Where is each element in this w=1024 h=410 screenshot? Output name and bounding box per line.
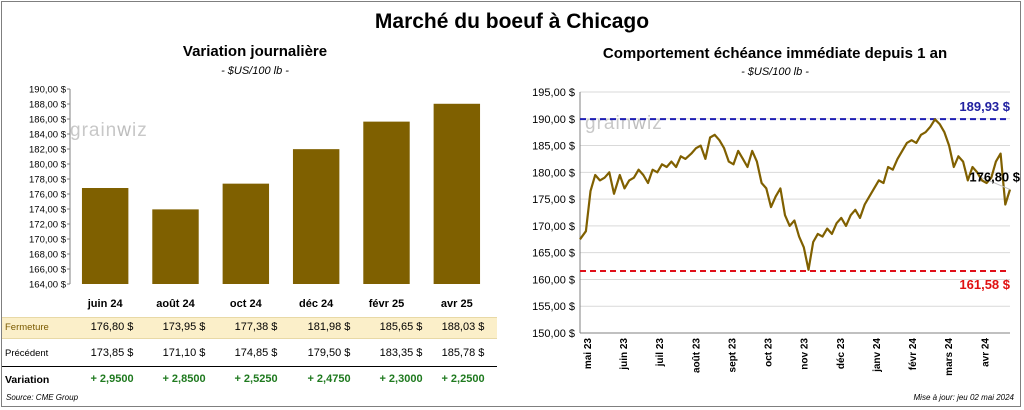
y-tick-label: 190,00 $ (29, 85, 67, 96)
watermark-logo: grainwiz (70, 120, 148, 141)
table-row: Fermeture 176,80 $ 173,95 $ 177,38 $ 181… (2, 317, 497, 339)
table-cell: 177,38 $ (234, 321, 278, 333)
row-label: Variation (5, 374, 50, 386)
y-tick-label: 195,00 $ (532, 87, 575, 99)
update-note: Mise à jour: jeu 02 mai 2024 (913, 393, 1015, 402)
bar (363, 121, 410, 284)
table-cell: 188,03 $ (441, 321, 485, 333)
y-tick-label: 165,00 $ (532, 248, 575, 260)
table-cell: 171,10 $ (162, 347, 206, 359)
y-tick-label: 176,00 $ (29, 190, 67, 201)
x-tick-label: oct 24 (230, 298, 263, 310)
bar (292, 149, 340, 284)
table-row: Variation + 2,9500 + 2,8500 + 2,5250 + 2… (2, 370, 497, 390)
x-tick-label: mai 23 (583, 338, 594, 370)
table-cell: 183,35 $ (379, 347, 423, 359)
x-tick-label: févr 24 (908, 338, 919, 371)
page-title: Marché du boeuf à Chicago (374, 10, 650, 33)
y-tick-label: 160,00 $ (532, 274, 575, 286)
reference-label: 161,58 $ (959, 277, 1010, 292)
right-chart-unit: - $US/100 lb - (741, 66, 809, 78)
x-tick-label: mars 24 (944, 338, 955, 376)
x-tick-label: févr 25 (369, 298, 404, 310)
left-chart-unit: - $US/100 lb - (221, 65, 289, 77)
x-tick-label: juil 23 (655, 338, 666, 368)
right-chart-title: Comportement échéance immédiate depuis 1… (602, 45, 948, 62)
y-tick-label: 184,00 $ (29, 130, 67, 141)
y-tick-label: 175,00 $ (532, 194, 575, 206)
table-cell: 173,85 $ (90, 347, 134, 359)
y-tick-label: 180,00 $ (29, 160, 67, 171)
y-tick-label: 172,00 $ (29, 220, 67, 231)
x-tick-label: déc 23 (836, 338, 847, 370)
y-tick-label: 190,00 $ (532, 114, 575, 126)
y-tick-label: 155,00 $ (532, 301, 575, 313)
table-cell: 173,95 $ (162, 321, 206, 333)
x-tick-label: janv 24 (872, 338, 883, 373)
table-cell: + 2,2500 (441, 373, 485, 385)
x-tick-label: oct 23 (764, 338, 775, 367)
x-tick-label: juin 23 (619, 338, 630, 371)
bar (433, 103, 481, 285)
y-tick-label: 180,00 $ (532, 167, 575, 179)
divider (2, 366, 497, 367)
price-line (579, 118, 1012, 271)
y-tick-label: 166,00 $ (29, 265, 67, 276)
row-label: Précédent (5, 348, 49, 359)
table-cell: 185,65 $ (379, 321, 423, 333)
table-row: Précédent 173,85 $ 171,10 $ 174,85 $ 179… (2, 344, 497, 364)
x-tick-label: avr 24 (980, 338, 991, 367)
bar (152, 209, 199, 284)
leader-line (981, 177, 1011, 190)
row-label: Fermeture (5, 322, 49, 333)
table-cell: 185,78 $ (441, 347, 485, 359)
x-tick-label: sept 23 (727, 338, 738, 373)
watermark-logo: grainwiz (585, 113, 663, 134)
table-cell: + 2,4750 (307, 373, 351, 385)
table-cell: 179,50 $ (307, 347, 351, 359)
x-tick-label: août 24 (156, 298, 195, 310)
y-tick-label: 174,00 $ (29, 205, 67, 216)
table-cell: 174,85 $ (234, 347, 278, 359)
table-cell: 176,80 $ (90, 321, 134, 333)
bar (222, 183, 270, 284)
table-cell: + 2,9500 (90, 373, 134, 385)
y-tick-label: 186,00 $ (29, 115, 67, 126)
x-tick-label: avr 25 (441, 298, 473, 310)
y-tick-label: 178,00 $ (29, 175, 67, 186)
x-tick-label: août 23 (691, 338, 702, 373)
y-tick-label: 185,00 $ (532, 141, 575, 153)
table-cell: + 2,5250 (234, 373, 278, 385)
y-tick-label: 182,00 $ (29, 145, 67, 156)
y-tick-label: 188,00 $ (29, 100, 67, 111)
last-value-label: 176,80 $ (969, 169, 1020, 184)
table-cell: + 2,3000 (379, 373, 423, 385)
source-note: Source: CME Group (6, 393, 79, 402)
table-cell: + 2,8500 (162, 373, 206, 385)
y-tick-label: 150,00 $ (532, 328, 575, 340)
x-tick-label: nov 23 (800, 338, 811, 370)
y-tick-label: 164,00 $ (29, 280, 67, 291)
bar (81, 188, 129, 284)
table-cell: 181,98 $ (307, 321, 351, 333)
x-tick-label: déc 24 (299, 298, 334, 310)
left-chart-title: Variation journalière (182, 43, 328, 60)
y-tick-label: 170,00 $ (532, 221, 575, 233)
y-tick-label: 168,00 $ (29, 250, 67, 261)
y-tick-label: 170,00 $ (29, 235, 67, 246)
x-tick-label: juin 24 (87, 298, 124, 310)
reference-label: 189,93 $ (959, 99, 1010, 114)
